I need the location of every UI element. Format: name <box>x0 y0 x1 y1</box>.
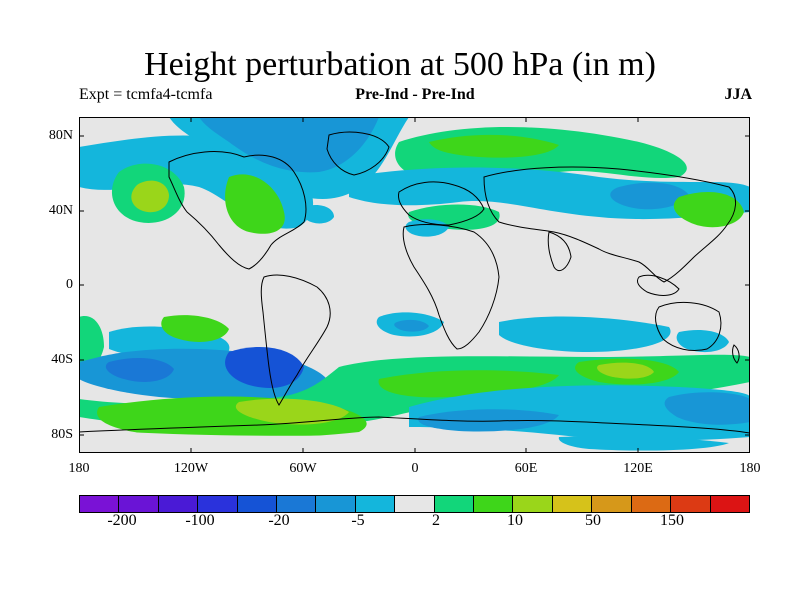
colorbar-box-9 <box>434 496 475 512</box>
colorbar-label-2: 2 <box>432 512 440 529</box>
colorbar-label-neg200: -200 <box>107 512 137 529</box>
contour-positive-north-atlantic <box>225 174 285 234</box>
axis-ticks <box>79 117 750 453</box>
colorbar-label-150: 150 <box>660 512 684 529</box>
coastline-new-zealand <box>732 344 740 364</box>
lon-label-120w: 120W <box>173 461 209 476</box>
lon-label-0: 0 <box>411 461 419 476</box>
experiment-label: Expt = tcmfa4-tcmfa <box>79 86 213 103</box>
coastlines <box>79 131 750 434</box>
lat-label-40n: 40N <box>48 203 73 218</box>
contour-negative-greenland-core <box>199 117 379 173</box>
contour-positive-east-asia <box>673 192 744 228</box>
contour-negative-south-atlantic-core <box>394 319 429 332</box>
lat-label-40s: 40S <box>51 352 73 367</box>
contour-negative-antarctica-east <box>558 436 729 451</box>
height-perturbation-map <box>79 117 750 453</box>
colorbar-label-neg20: -20 <box>268 512 290 529</box>
colorbar-box-12 <box>552 496 593 512</box>
coastline-north-america <box>168 151 307 270</box>
colorbar-box-6 <box>316 496 356 512</box>
colorbar-box-7 <box>355 496 396 512</box>
colorbar-box-8 <box>395 496 435 512</box>
contour-negative-siberia-core <box>610 182 689 210</box>
colorbar-label-neg5: -5 <box>351 512 365 529</box>
coastline-africa <box>402 224 500 350</box>
lon-label-120e: 120E <box>623 461 653 476</box>
contour-positive-south-pacific-west <box>79 316 104 369</box>
contour-negative-indian-ocean <box>499 316 671 352</box>
colorbar-box-2 <box>158 496 199 512</box>
lat-label-80s: 80S <box>51 427 73 442</box>
colorbar-box-3 <box>198 496 238 512</box>
contour-positive-south-pacific-mid <box>161 315 229 342</box>
contour-negative-southern-ocean-core <box>418 409 559 432</box>
comparison-label: Pre-Ind - Pre-Ind <box>355 86 475 103</box>
lat-label-80n: 80N <box>48 128 73 143</box>
colorbar-box-4 <box>237 496 278 512</box>
colorbar-box-11 <box>513 496 553 512</box>
colorbar-box-0 <box>80 496 120 512</box>
contour-negative-north-atlantic-small <box>301 205 334 224</box>
coastline-southeast-asia <box>636 274 680 296</box>
colorbar-box-1 <box>119 496 159 512</box>
coastline-australia <box>655 302 722 352</box>
coastline-india <box>547 231 572 272</box>
colorbar-label-neg100: -100 <box>185 512 215 529</box>
coastline-greenland <box>326 131 390 176</box>
coastline-south-america <box>260 274 331 406</box>
contour-positive-indian-ocean-south-core <box>597 362 654 379</box>
contour-negative-southern-ocean-far-east <box>664 392 750 425</box>
map-title: Height perturbation at 500 hPa (in m) <box>144 46 656 83</box>
colorbar-box-14 <box>631 496 672 512</box>
colorbar-box-10 <box>474 496 514 512</box>
colorbar-label-10: 10 <box>507 512 523 529</box>
colorbar-box-13 <box>592 496 632 512</box>
coastline-asia <box>483 166 736 283</box>
lon-label-180-west: 180 <box>68 461 90 476</box>
contour-negative-south-pacific-core <box>105 357 174 382</box>
lon-label-60e: 60E <box>514 461 538 476</box>
colorbar-box-16 <box>710 496 749 512</box>
contour-negative-south-america-core <box>225 347 304 388</box>
lon-label-180-east: 180 <box>739 461 761 476</box>
lon-label-60w: 60W <box>289 461 317 476</box>
contour-positive-antarctic-west-core <box>235 398 349 425</box>
season-label: JJA <box>724 86 752 103</box>
contour-positive-north-pacific-core <box>131 180 169 213</box>
colorbar-box-5 <box>277 496 317 512</box>
coastline-europe <box>398 181 485 226</box>
contour-negative-indian-ocean-east <box>676 330 729 353</box>
contour-negative-mediterranean <box>405 219 449 237</box>
colorbar <box>79 495 750 513</box>
coastline-antarctica <box>79 416 750 434</box>
colorbar-box-15 <box>671 496 711 512</box>
contour-positive-arctic-band-core <box>429 134 559 158</box>
lat-label-0: 0 <box>66 277 73 292</box>
colorbar-label-50: 50 <box>585 512 601 529</box>
